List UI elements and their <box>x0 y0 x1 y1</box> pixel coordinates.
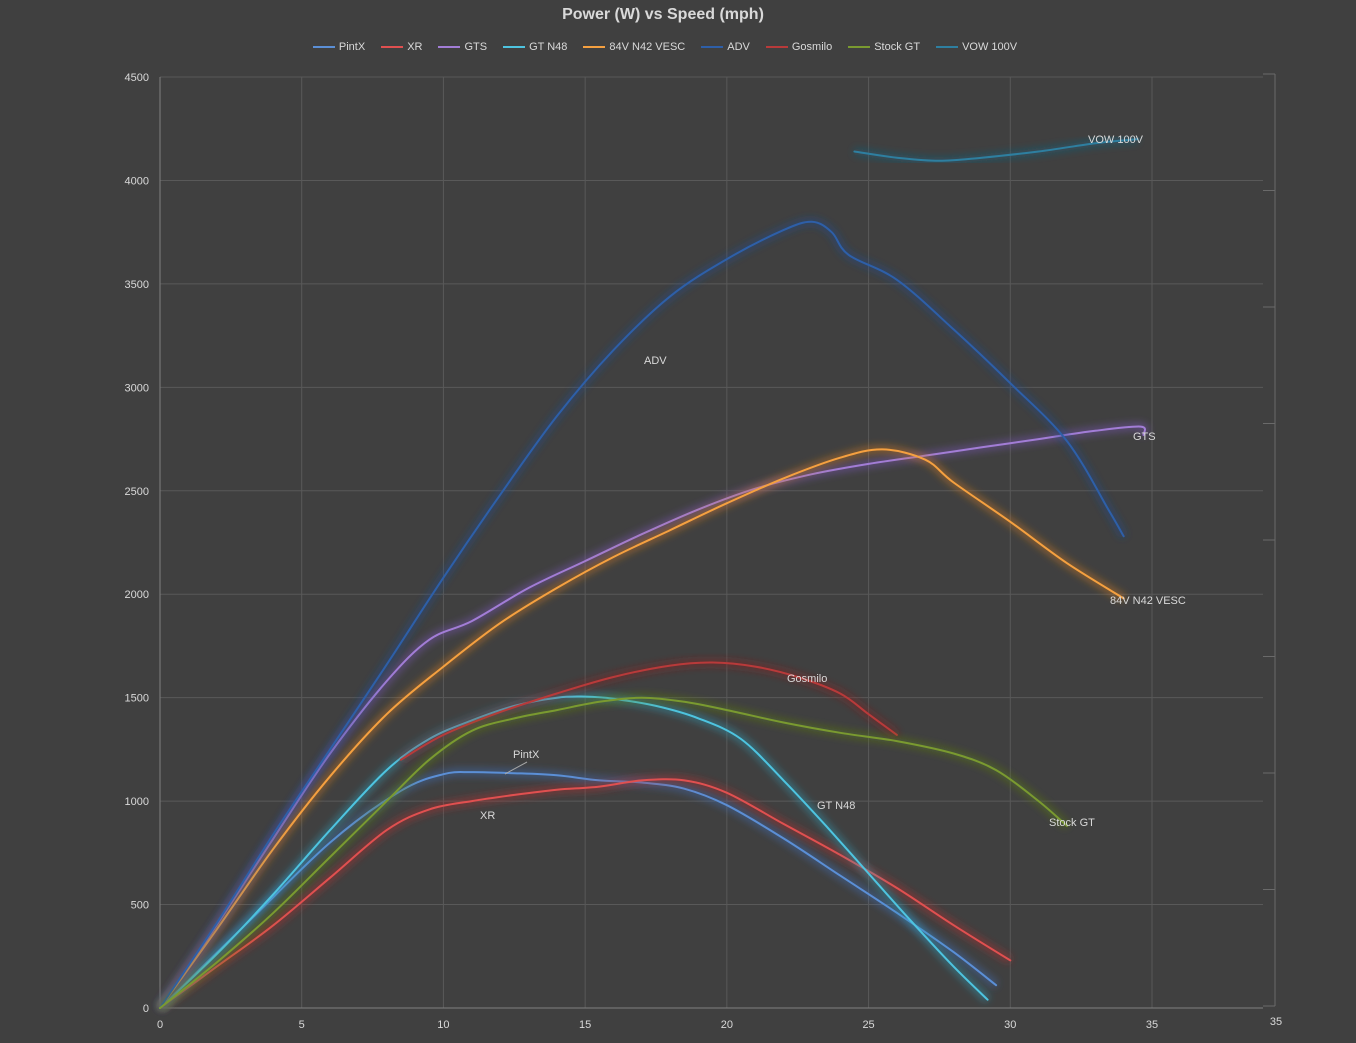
legend-label: GT N48 <box>529 41 568 53</box>
x-tick-label: 20 <box>721 1019 733 1031</box>
data-label-gosmilo: Gosmilo <box>787 673 827 685</box>
y-tick-label: 1000 <box>125 796 149 808</box>
legend-label: PintX <box>338 41 366 53</box>
y-tick-label: 1500 <box>125 693 149 705</box>
y-tick-label: 2500 <box>125 486 149 498</box>
x-tick-label: 35 <box>1146 1019 1158 1031</box>
legend-label: VOW 100V <box>962 41 1018 53</box>
y-tick-label: 4500 <box>125 72 149 84</box>
chart-title: Power (W) vs Speed (mph) <box>562 6 764 23</box>
chart-legend: PintX XR GTS GT N48 84V N42 VESC ADV Gosmilo St… <box>0 41 1330 53</box>
legend-label: GTS <box>464 41 488 53</box>
legend-item-pintx: PintX <box>312 41 366 53</box>
data-label-gts: GTS <box>1133 431 1156 443</box>
legend-label: 84V N42 VESC <box>609 41 686 53</box>
y-tick-label: 4000 <box>125 175 149 187</box>
series-line-adv <box>159 220 1125 1009</box>
data-label-stock-gt: Stock GT <box>1049 817 1095 829</box>
x-tick-label: 0 <box>157 1019 163 1031</box>
x-tick-label: 25 <box>862 1019 874 1031</box>
legend-label: Gosmilo <box>791 41 833 53</box>
y-tick-label: 0 <box>143 1003 149 1015</box>
series-line-84v-n42-vesc <box>159 448 1125 1009</box>
data-label-gt-n48: GT N48 <box>817 800 855 812</box>
series-line-gosmilo <box>399 661 898 761</box>
legend-swatch <box>312 46 335 48</box>
data-label-xr: XR <box>480 810 495 822</box>
legend-item-stock-gt: Stock GT <box>848 41 920 53</box>
legend-label: Stock GT <box>874 41 921 53</box>
x-tick-label: 5 <box>299 1019 305 1031</box>
legend-swatch <box>936 46 959 48</box>
legend-swatch <box>503 46 526 48</box>
legend-swatch <box>701 46 724 48</box>
legend-swatch <box>438 46 461 48</box>
legend-item-84v-n42-vesc: 84V N42 VESC <box>583 41 685 53</box>
data-label-pintx: PintX <box>513 749 540 761</box>
legend-item-vow-100v: VOW 100V <box>936 41 1017 53</box>
series-line-gt-n48 <box>159 695 989 1009</box>
secondary-x-tick-label: 35 <box>1270 1016 1282 1028</box>
y-tick-label: 2000 <box>125 589 149 601</box>
series-glow-pintx <box>157 768 999 1011</box>
series-line-xr <box>159 778 1012 1009</box>
series-glow-stock-gt <box>157 694 1070 1011</box>
legend-swatch <box>848 46 871 48</box>
x-tick-label: 10 <box>437 1019 449 1031</box>
legend-label: ADV <box>727 41 750 53</box>
legend-item-gts: GTS <box>438 41 487 53</box>
data-label-adv: ADV <box>644 355 667 367</box>
legend-swatch <box>583 46 606 48</box>
series-glow-gt-n48 <box>157 692 991 1011</box>
x-tick-label: 15 <box>579 1019 591 1031</box>
legend-item-xr: XR <box>381 41 422 53</box>
data-label-vow-100v: VOW 100V <box>1088 134 1144 146</box>
series-glow-adv <box>157 218 1127 1010</box>
legend-item-gosmilo: Gosmilo <box>765 41 833 53</box>
series-line-pintx <box>159 771 998 1009</box>
y-tick-label: 500 <box>131 900 149 912</box>
legend-label: XR <box>407 41 423 53</box>
legend-swatch <box>381 46 404 48</box>
y-tick-label: 3500 <box>125 279 149 291</box>
series-line-stock-gt <box>159 696 1068 1009</box>
legend-swatch <box>765 46 788 48</box>
legend-item-gt-n48: GT N48 <box>503 41 567 53</box>
legend-item-adv: ADV <box>701 41 750 53</box>
data-label-84v-n42-vesc: 84V N42 VESC <box>1110 595 1186 607</box>
y-tick-label: 3000 <box>125 382 149 394</box>
x-tick-label: 30 <box>1004 1019 1016 1031</box>
data-label-leader <box>504 761 528 775</box>
series-line-vow-100v <box>853 138 1139 162</box>
